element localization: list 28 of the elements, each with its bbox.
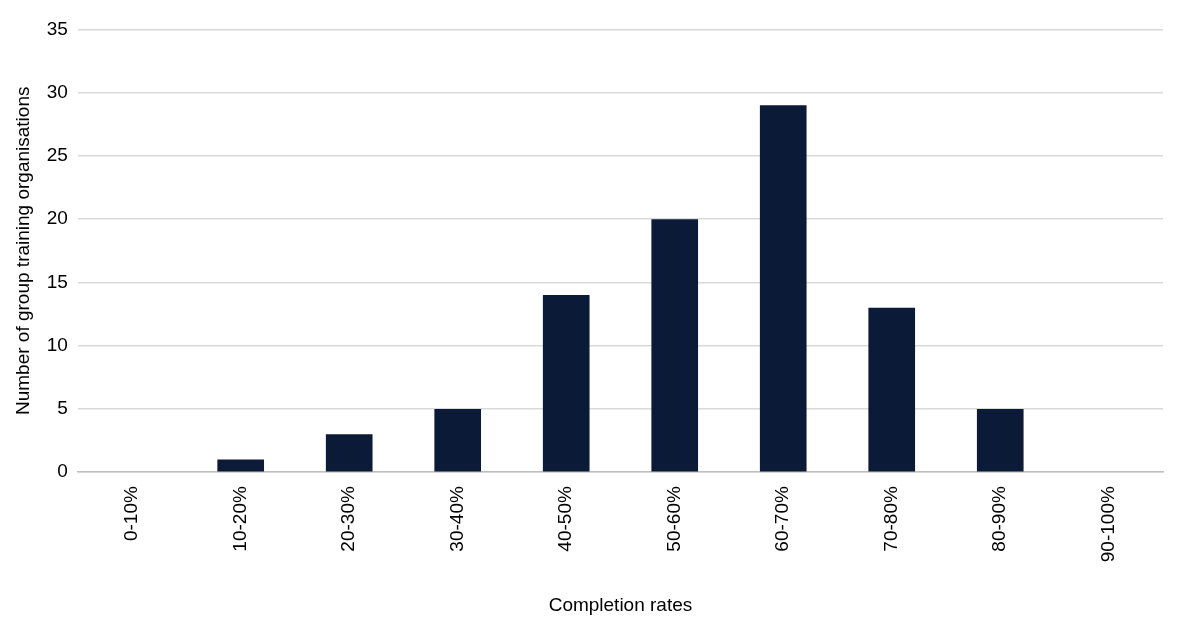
x-tick-label: 80-90% (988, 486, 1010, 552)
bar (325, 434, 373, 472)
x-tick-label: 30-40% (445, 486, 467, 552)
x-tick-label: 50-60% (662, 486, 684, 552)
x-tick-label: 90-100% (1096, 486, 1118, 563)
x-tick-label: 60-70% (771, 486, 793, 552)
x-tick-label: 10-20% (228, 486, 250, 552)
bar (217, 459, 265, 472)
y-tick-label: 5 (57, 397, 68, 419)
y-tick-label: 15 (46, 270, 68, 292)
bar (434, 408, 482, 472)
x-tick-label: 40-50% (554, 486, 576, 552)
y-tick-label: 30 (46, 80, 68, 102)
y-tick-label: 25 (46, 144, 68, 166)
bar (976, 408, 1024, 472)
x-tick-label: 70-80% (879, 486, 901, 552)
x-axis-title: Completion rates (548, 593, 693, 615)
x-tick-label: 0-10% (120, 486, 142, 542)
y-tick-label: 35 (46, 17, 68, 39)
bar (759, 105, 807, 472)
y-axis-title: Number of group training organisations (11, 86, 33, 416)
y-tick-label: 0 (57, 460, 68, 482)
bar (651, 219, 699, 472)
bar (868, 307, 916, 472)
x-tick-label: 20-30% (337, 486, 359, 552)
bar (542, 295, 590, 472)
y-tick-label: 10 (46, 333, 68, 355)
y-tick-label: 20 (46, 207, 68, 229)
